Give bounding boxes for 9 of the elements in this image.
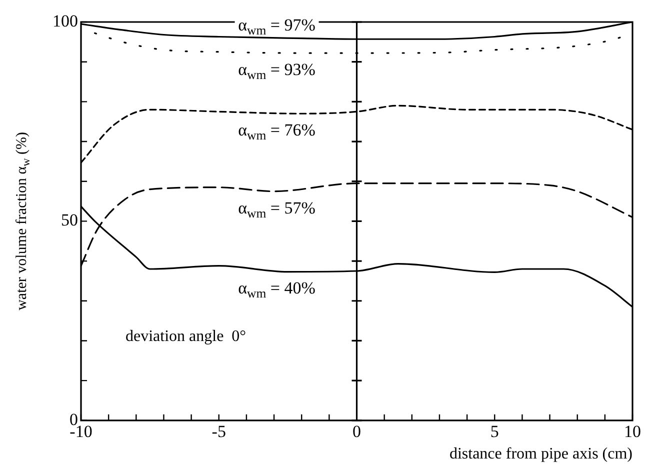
annotation: deviation angle 0°: [125, 328, 246, 345]
y-tick-label: 50: [61, 210, 78, 230]
x-tick-label: 5: [490, 422, 499, 442]
x-tick-label: 10: [624, 422, 641, 442]
x-tick-label: 0: [352, 422, 361, 442]
y-tick-label: 100: [52, 11, 78, 30]
x-axis-title: distance from pipe axis (cm): [449, 446, 632, 463]
y-axis-title: water volume fraction αw (%): [14, 132, 32, 310]
x-tick-label: -5: [212, 422, 226, 442]
